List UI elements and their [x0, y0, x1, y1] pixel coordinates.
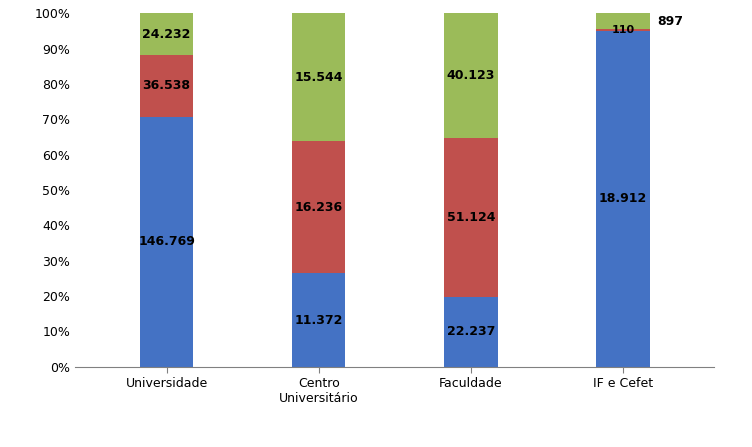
Bar: [596, 30, 650, 31]
Text: 110: 110: [611, 25, 635, 35]
Text: 18.912: 18.912: [599, 192, 647, 206]
Text: 22.237: 22.237: [447, 325, 495, 338]
Bar: [596, 31, 650, 367]
Text: 40.123: 40.123: [447, 69, 495, 82]
Text: 24.232: 24.232: [142, 28, 191, 41]
Bar: [140, 55, 193, 117]
Bar: [444, 13, 498, 138]
Bar: [140, 117, 193, 367]
Text: 15.544: 15.544: [295, 71, 343, 84]
Bar: [292, 141, 345, 274]
Text: 897: 897: [657, 15, 684, 28]
Text: 146.769: 146.769: [138, 235, 195, 248]
Bar: [292, 13, 345, 141]
Text: 36.538: 36.538: [143, 79, 190, 92]
Bar: [596, 13, 650, 30]
Text: 51.124: 51.124: [447, 211, 495, 224]
Bar: [444, 138, 498, 297]
Bar: [444, 297, 498, 367]
Text: 11.372: 11.372: [295, 313, 343, 326]
Bar: [140, 13, 193, 55]
Bar: [292, 274, 345, 367]
Text: 16.236: 16.236: [295, 201, 343, 214]
